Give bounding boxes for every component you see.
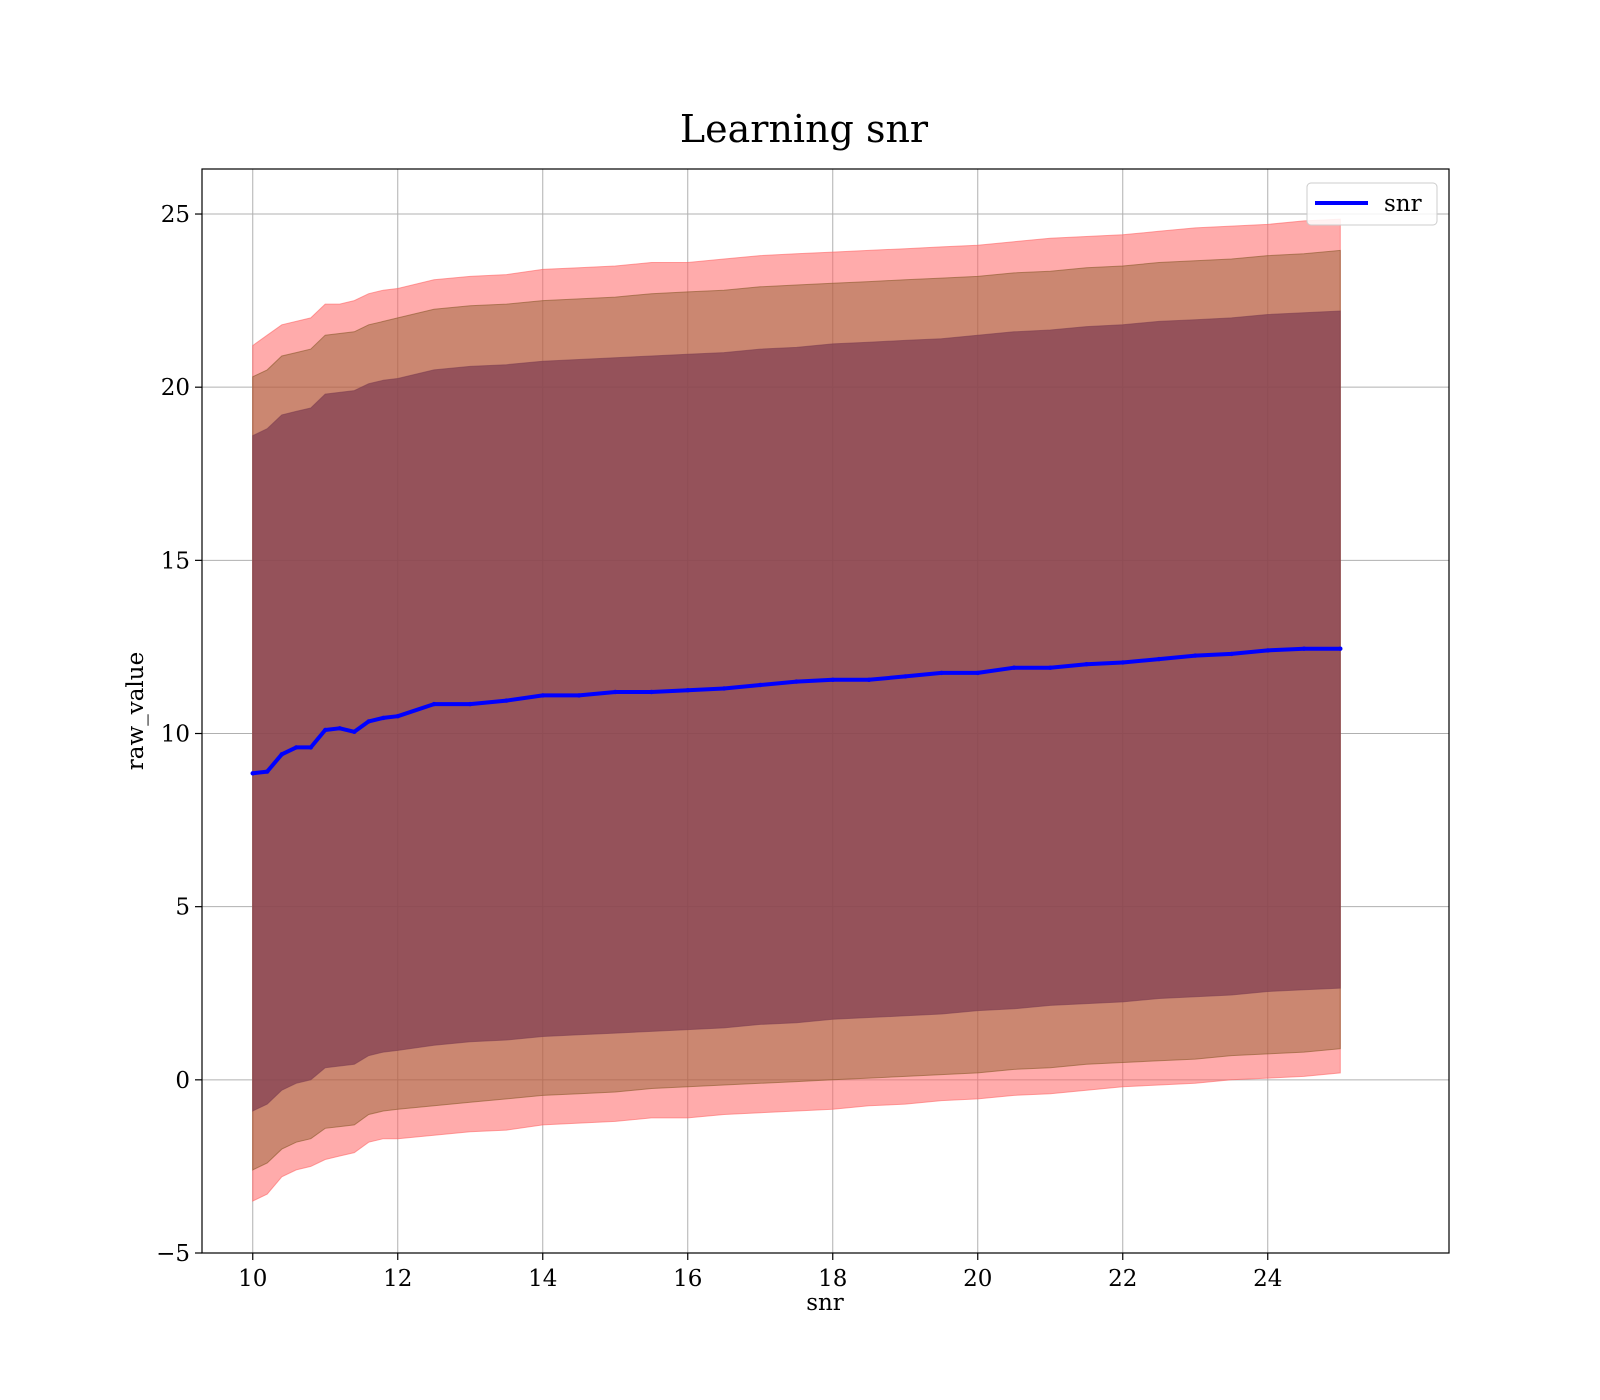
y-tick-label: 25: [161, 202, 190, 228]
y-tick-label: 15: [161, 548, 190, 574]
series-point: [758, 682, 763, 688]
series-point: [649, 689, 654, 695]
series-point: [431, 701, 437, 707]
x-tick-label: 24: [1253, 1266, 1282, 1292]
x-tick-label: 18: [818, 1266, 847, 1292]
series-point: [903, 674, 908, 679]
series-point: [294, 745, 299, 750]
x-axis-label: snr: [806, 1290, 844, 1316]
plot-area-frame: [201, 168, 1450, 1254]
series-point: [540, 693, 545, 698]
series-point: [323, 727, 328, 733]
y-tick-label: −5: [156, 1241, 190, 1267]
chart-title: Learning snr: [680, 107, 929, 151]
series-point: [1265, 648, 1271, 653]
series-point: [939, 670, 944, 676]
y-axis-label: raw_value: [123, 652, 149, 770]
confidence-bands: [252, 218, 1341, 1202]
x-tick-label: 10: [238, 1266, 267, 1292]
series-point: [337, 726, 342, 731]
series-point: [1156, 656, 1162, 662]
series-point: [1120, 660, 1126, 665]
series-point: [279, 752, 284, 757]
series-point: [794, 679, 799, 684]
series-point: [1338, 646, 1343, 651]
series-point: [1193, 653, 1198, 658]
series-point: [1011, 665, 1017, 670]
series-point: [395, 714, 400, 719]
series-point: [576, 693, 582, 698]
series-point: [721, 686, 727, 691]
series-point: [366, 719, 371, 724]
series-point: [1301, 646, 1307, 651]
y-axis-ticks: −5 0 5 10 15 20 25: [156, 202, 202, 1267]
x-axis-ticks: 10 12 14 16 18 20 22 24: [238, 1253, 1282, 1292]
series-point: [975, 670, 980, 676]
series-lines: [250, 646, 1343, 776]
series-point: [265, 769, 270, 774]
series-point: [381, 715, 386, 721]
x-tick-label: 22: [1108, 1266, 1137, 1292]
series-point: [830, 677, 835, 682]
legend: snr: [1306, 182, 1438, 226]
x-tick-label: 20: [963, 1266, 992, 1292]
x-tick-label: 16: [673, 1266, 702, 1292]
series-point: [250, 771, 255, 776]
y-tick-label: 0: [175, 1068, 190, 1094]
x-tick-label: 14: [528, 1266, 557, 1292]
series-point: [352, 729, 357, 734]
series-point: [1048, 665, 1053, 670]
series-point: [1084, 662, 1089, 667]
y-tick-label: 5: [175, 895, 190, 921]
series-point: [1229, 651, 1234, 657]
x-tick-label: 12: [383, 1266, 412, 1292]
series-point: [468, 701, 473, 707]
y-tick-label: 10: [161, 722, 190, 748]
y-tick-label: 20: [161, 375, 190, 401]
series-point: [504, 698, 509, 703]
series-point: [613, 689, 618, 695]
series-point: [308, 745, 313, 750]
series-point: [866, 677, 872, 682]
series-point: [685, 688, 690, 693]
band-2: [252, 310, 1341, 1112]
legend-box: [1306, 182, 1438, 226]
legend-label-snr: snr: [1384, 191, 1422, 217]
